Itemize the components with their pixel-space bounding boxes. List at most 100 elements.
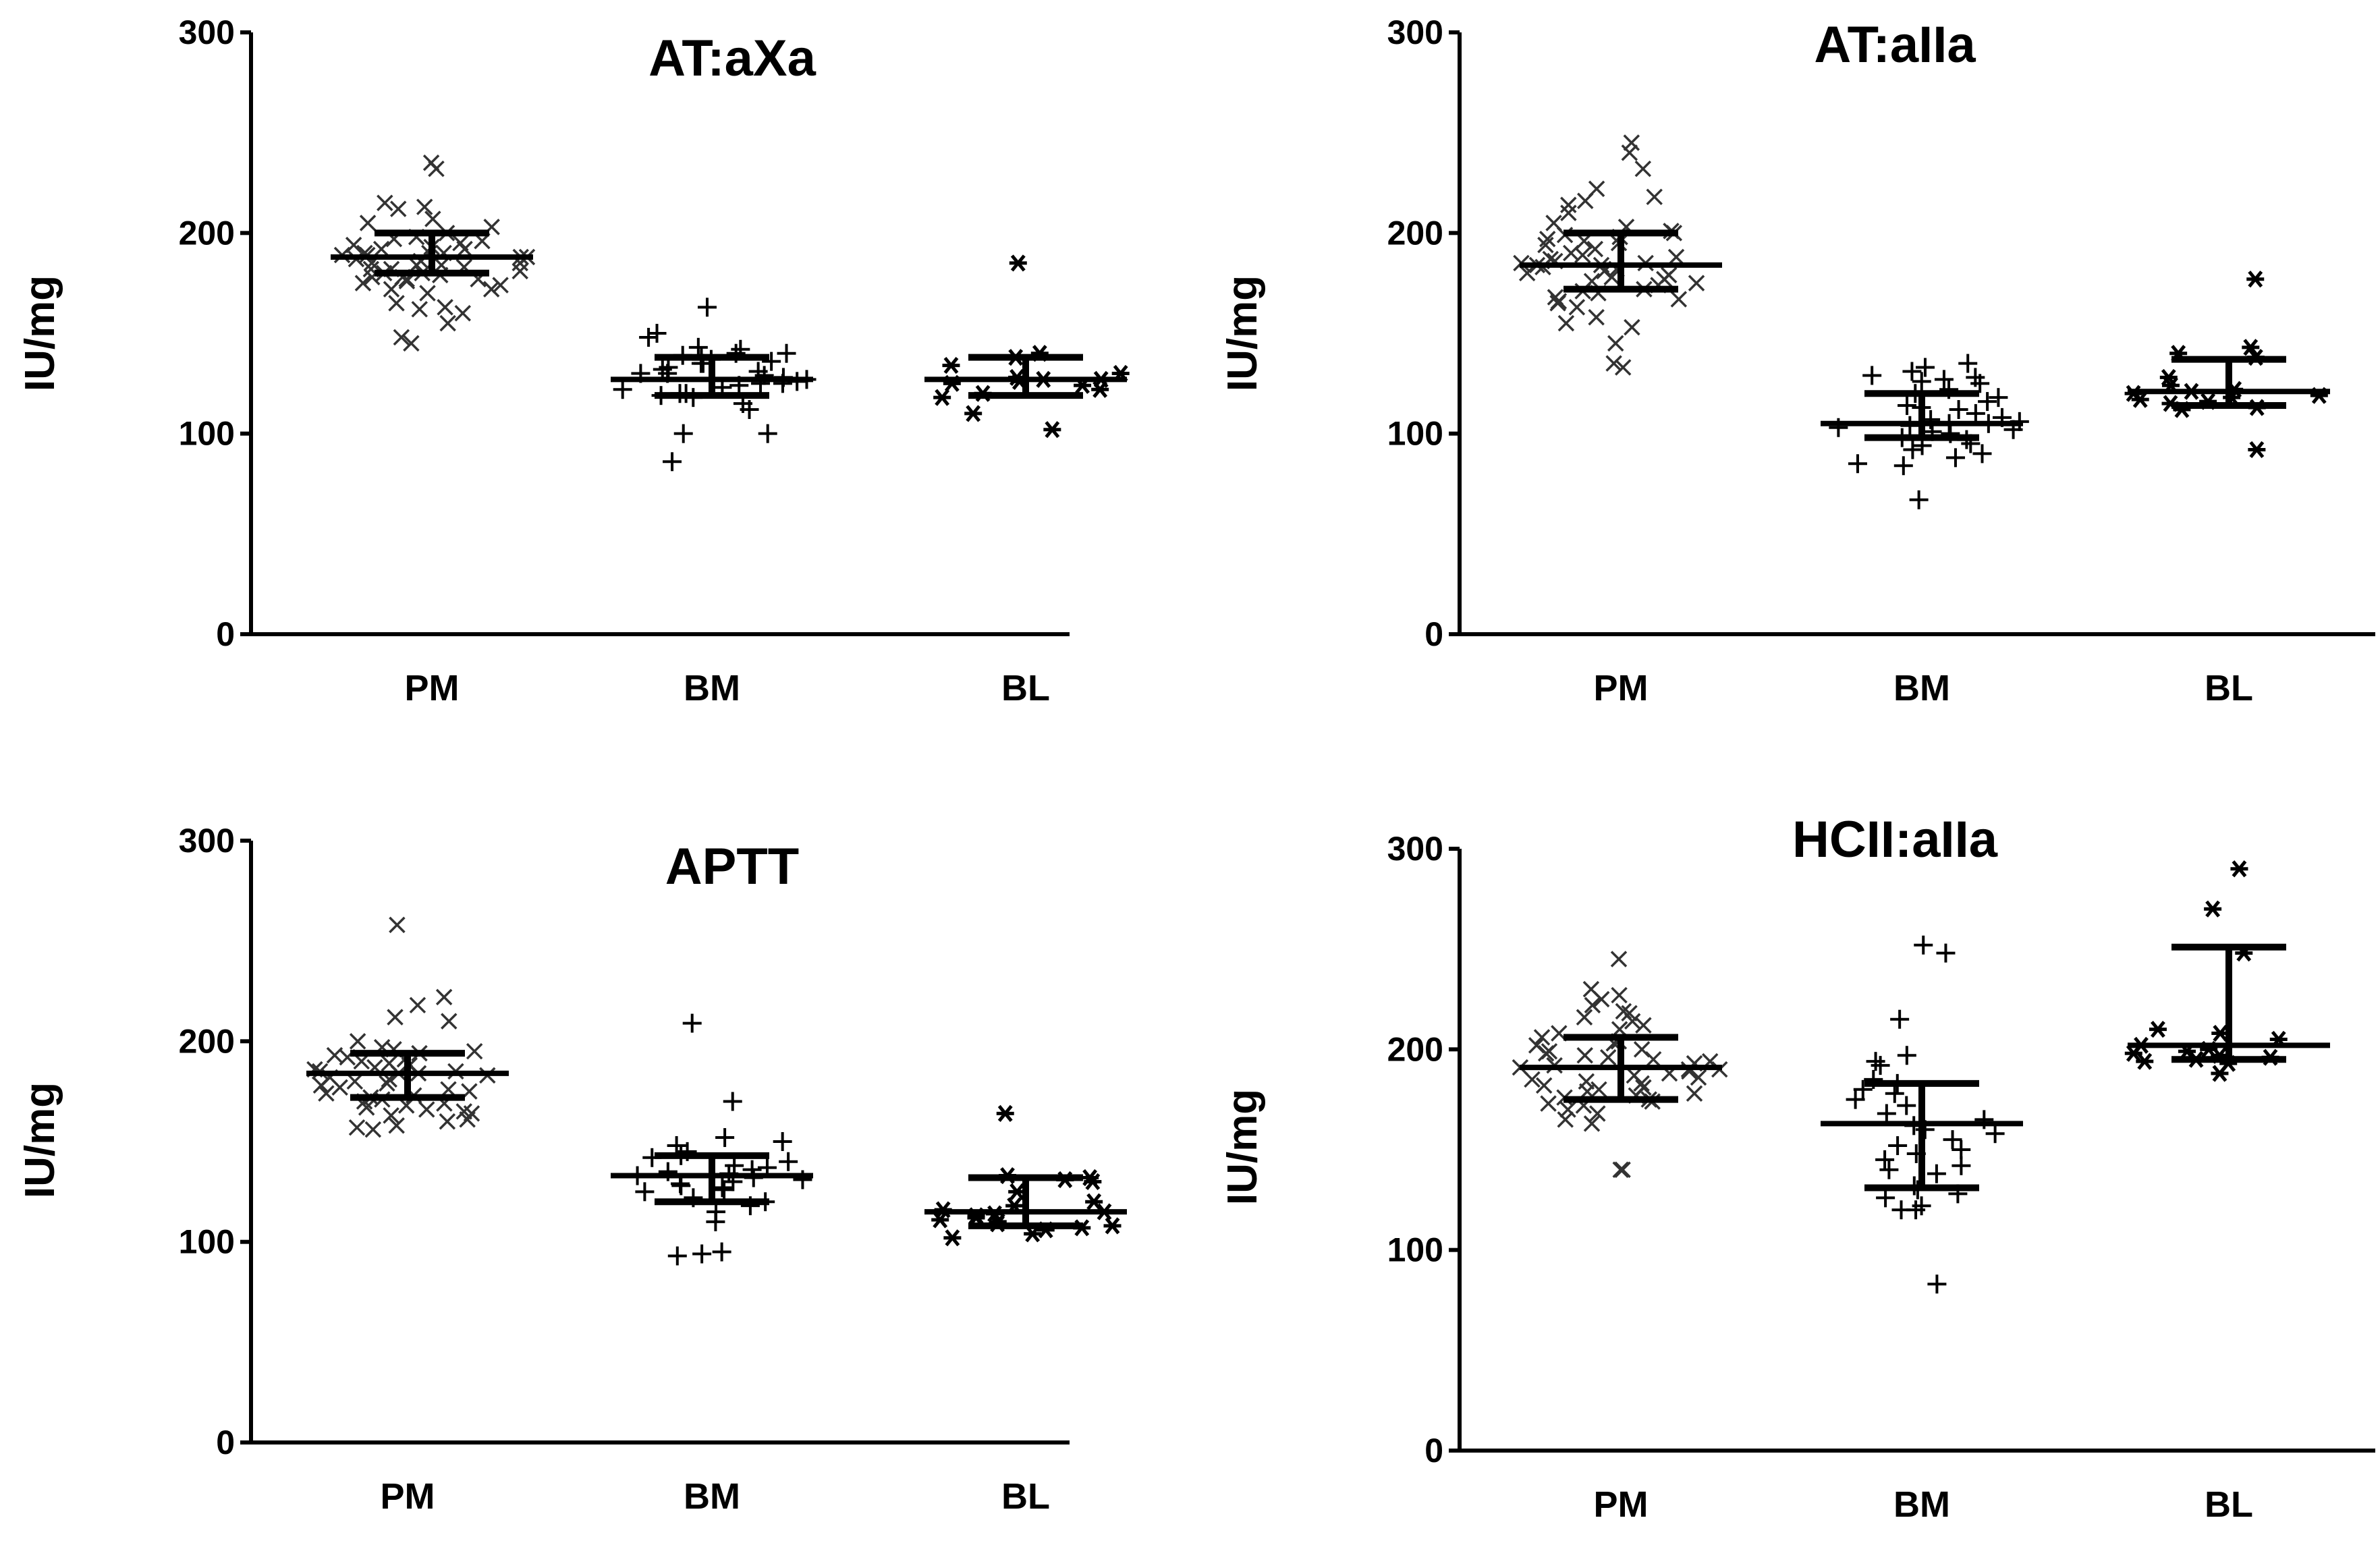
data-point <box>1876 1188 1895 1208</box>
data-point <box>1670 291 1688 308</box>
data-point <box>1588 308 1605 326</box>
data-point <box>1686 1085 1703 1102</box>
point-stroke <box>359 215 377 231</box>
y-axis-label: IU/mg <box>1219 275 1266 391</box>
data-point <box>441 1013 458 1030</box>
series-bl <box>2124 860 2330 1082</box>
data-point <box>1958 354 1978 373</box>
x-tick-label: BL <box>1001 1476 1050 1517</box>
data-point <box>613 380 632 399</box>
point-stroke <box>435 988 453 1006</box>
data-point <box>428 160 445 177</box>
x-tick-label: PM <box>405 668 460 708</box>
point-stroke <box>1533 1029 1551 1046</box>
data-point <box>1912 372 1931 391</box>
data-point <box>1611 986 1628 1004</box>
y-tick-label: 300 <box>1387 13 1443 51</box>
data-point <box>1599 1048 1617 1066</box>
point-stroke <box>379 1075 395 1092</box>
data-point <box>372 240 390 258</box>
point-stroke <box>349 1033 366 1050</box>
chart-title: AT:aXa <box>648 30 817 87</box>
data-point <box>1607 335 1624 352</box>
point-stroke <box>416 198 433 215</box>
data-point <box>1846 1090 1865 1109</box>
point-stroke <box>439 1113 456 1130</box>
data-point <box>2204 900 2222 918</box>
point-stroke <box>1559 1101 1576 1118</box>
data-point <box>712 1242 731 1262</box>
point-stroke <box>1667 248 1685 266</box>
point-stroke <box>1593 990 1610 1008</box>
point-stroke <box>1589 1105 1606 1122</box>
data-point <box>1614 1161 1631 1178</box>
data-point <box>697 298 717 317</box>
data-point <box>466 1042 483 1060</box>
data-point <box>1853 1079 1873 1099</box>
data-point <box>1593 990 1610 1008</box>
data-point <box>437 299 453 316</box>
data-point <box>671 1176 691 1196</box>
data-point <box>1583 1115 1601 1132</box>
x-tick-label: PM <box>1594 1484 1649 1525</box>
data-point <box>1875 1150 1895 1169</box>
data-point <box>1644 1050 1662 1068</box>
data-point <box>1623 134 1640 151</box>
series-bl <box>924 254 1130 439</box>
point-stroke <box>1085 1173 1101 1191</box>
point-stroke <box>1009 1183 1025 1200</box>
series-bl <box>924 1104 1127 1247</box>
data-point <box>692 1244 712 1264</box>
point-stroke <box>1105 1217 1120 1235</box>
point-stroke <box>1626 1067 1643 1084</box>
point-stroke <box>418 1101 435 1118</box>
series-bm <box>1821 354 2029 509</box>
y-axis-label: IU/mg <box>1219 1089 1266 1205</box>
y-tick-label: 0 <box>216 615 235 653</box>
data-point <box>1927 1164 1946 1183</box>
data-point <box>931 1211 949 1229</box>
data-point <box>639 327 659 347</box>
data-point <box>1634 160 1652 177</box>
point-stroke <box>1586 240 1604 258</box>
data-point <box>511 262 528 280</box>
data-point <box>1084 1173 1102 1191</box>
point-stroke <box>409 997 426 1014</box>
point-stroke <box>2163 395 2178 412</box>
data-point <box>1605 355 1622 372</box>
data-point <box>1621 144 1638 161</box>
plot-area: 0 100 200 300 PM BM BL <box>179 822 1127 1517</box>
y-tick-label: 100 <box>1387 1231 1443 1269</box>
point-stroke <box>1623 134 1640 151</box>
data-point <box>1888 1136 1908 1156</box>
point-stroke <box>1524 1071 1541 1088</box>
point-stroke <box>389 916 406 934</box>
point-stroke <box>1607 335 1624 352</box>
data-point <box>1966 403 1985 423</box>
point-stroke <box>456 240 473 258</box>
data-point <box>1610 951 1628 967</box>
data-point <box>1559 1101 1576 1118</box>
point-stroke <box>1686 1085 1703 1102</box>
data-point <box>713 1178 732 1198</box>
panel-hcii-aiia: HCII:aIIa IU/mg 0 100 200 300 PM BM BL <box>1219 811 2375 1525</box>
data-point <box>383 1107 399 1124</box>
data-point <box>1091 381 1109 398</box>
data-point <box>1576 1047 1593 1064</box>
point-stroke <box>1549 295 1566 312</box>
point-stroke <box>2126 1044 2141 1062</box>
data-point <box>943 1229 962 1247</box>
point-stroke <box>437 299 453 316</box>
series-pm <box>306 916 509 1138</box>
point-stroke <box>1010 254 1026 272</box>
y-tick-label: 0 <box>1424 615 1443 653</box>
data-point <box>1945 448 1965 468</box>
data-point <box>2248 441 2266 459</box>
point-stroke <box>331 1079 348 1096</box>
chart-title: HCII:aIIa <box>1792 811 1998 868</box>
data-point <box>1009 254 1027 272</box>
data-point <box>1879 1160 1899 1179</box>
data-point <box>715 1128 735 1148</box>
data-point <box>454 305 472 322</box>
point-stroke <box>1688 275 1705 291</box>
